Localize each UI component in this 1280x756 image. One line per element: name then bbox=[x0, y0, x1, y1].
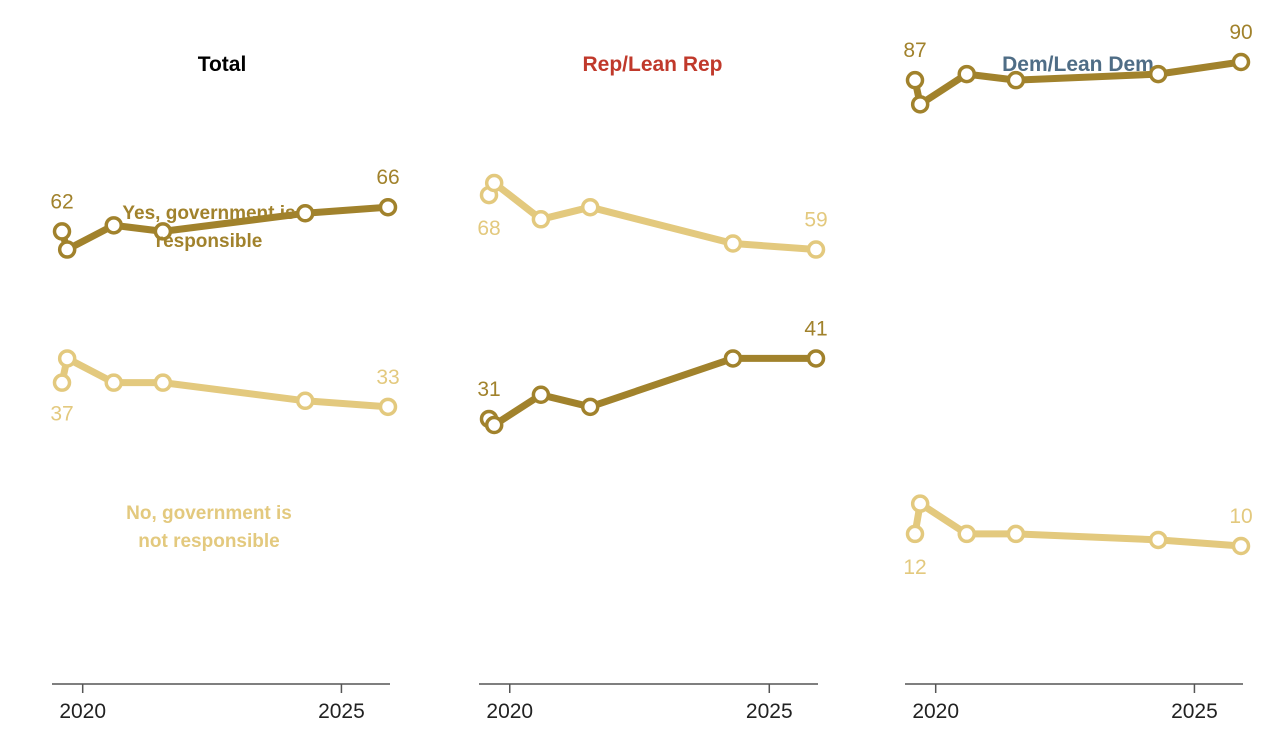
data-point-yes bbox=[1006, 70, 1026, 90]
data-point-yes bbox=[957, 64, 976, 84]
x-tick-label: 2025 bbox=[318, 700, 365, 723]
panel-title: Dem/Lean Dem bbox=[1002, 53, 1154, 76]
series-label-yes: responsible bbox=[156, 231, 263, 252]
data-label-last-yes: 66 bbox=[376, 166, 399, 189]
series-label-no: No, government is bbox=[126, 503, 292, 524]
data-point-no bbox=[104, 373, 123, 392]
data-point-no bbox=[957, 524, 976, 544]
panel-title: Total bbox=[198, 53, 247, 76]
series-label-no: not responsible bbox=[138, 531, 279, 552]
x-tick-label: 2020 bbox=[59, 700, 106, 723]
data-point-no bbox=[905, 524, 925, 544]
data-point-yes bbox=[57, 240, 77, 259]
data-point-yes bbox=[484, 415, 504, 435]
data-point-yes bbox=[153, 222, 173, 241]
panel-3: Dem/Lean Dem 2020 2025 87 90 12 10 bbox=[903, 21, 1252, 723]
data-label-last-no: 10 bbox=[1229, 505, 1252, 528]
x-tick-label: 2025 bbox=[1171, 700, 1218, 723]
data-point-no bbox=[910, 494, 930, 513]
data-point-no bbox=[57, 349, 77, 368]
data-label-last-no: 33 bbox=[376, 366, 399, 389]
data-point-yes bbox=[531, 385, 551, 404]
panel-title: Rep/Lean Rep bbox=[582, 53, 722, 76]
data-point-no bbox=[153, 373, 173, 392]
data-point-no bbox=[1231, 536, 1251, 556]
data-point-no bbox=[295, 391, 315, 411]
data-point-yes bbox=[723, 349, 743, 368]
data-point-no bbox=[580, 197, 600, 217]
data-point-yes bbox=[295, 204, 315, 223]
data-point-no bbox=[1006, 524, 1026, 544]
data-point-yes bbox=[1148, 64, 1168, 84]
series-label-yes: Yes, government is bbox=[122, 203, 295, 224]
data-label-first-no: 37 bbox=[50, 403, 73, 426]
data-label-last-yes: 90 bbox=[1229, 21, 1252, 44]
data-point-yes bbox=[1231, 52, 1251, 72]
x-tick-label: 2020 bbox=[486, 700, 533, 723]
data-point-yes bbox=[104, 216, 123, 235]
data-point-yes bbox=[378, 197, 398, 217]
data-label-last-yes: 41 bbox=[804, 317, 827, 340]
panel-1: Total 2020 2025 62 66 37 33 bbox=[50, 53, 399, 723]
data-label-first-no: 68 bbox=[477, 217, 500, 240]
x-tick-label: 2025 bbox=[746, 700, 793, 723]
data-point-no bbox=[378, 397, 398, 417]
data-label-last-no: 59 bbox=[804, 209, 827, 232]
data-point-no bbox=[1148, 530, 1168, 550]
data-point-no bbox=[723, 234, 743, 253]
panel-2: Rep/Lean Rep 2020 2025 31 41 68 59 bbox=[477, 53, 827, 723]
data-label-first-yes: 62 bbox=[50, 190, 73, 213]
data-point-no bbox=[531, 210, 551, 229]
data-point-yes bbox=[806, 349, 826, 368]
data-point-yes bbox=[910, 95, 930, 114]
x-tick-label: 2020 bbox=[912, 700, 959, 723]
data-point-yes bbox=[905, 70, 925, 90]
data-point-yes bbox=[580, 397, 600, 417]
data-point-no bbox=[52, 373, 72, 392]
data-label-first-yes: 31 bbox=[477, 378, 500, 401]
data-label-first-no: 12 bbox=[903, 556, 926, 579]
data-point-yes bbox=[52, 222, 72, 241]
data-label-first-yes: 87 bbox=[903, 39, 926, 62]
data-point-no bbox=[484, 173, 504, 193]
data-point-no bbox=[806, 240, 826, 259]
